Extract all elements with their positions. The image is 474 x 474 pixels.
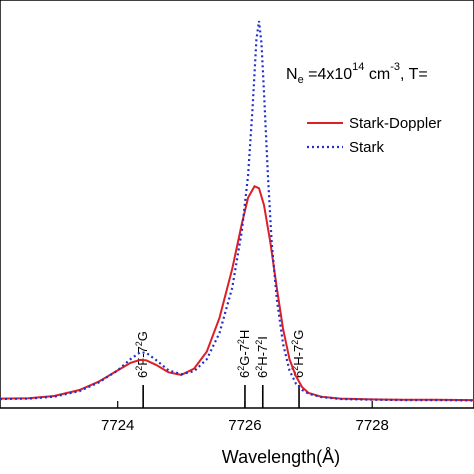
plot-frame [0, 0, 474, 409]
x-tick-label-7726: 7726 [228, 417, 261, 434]
marker-label-3: 62H-72G [290, 330, 306, 378]
legend-condition: Ne =4x1014 cm-3, T= [286, 61, 428, 86]
legend: Ne =4x1014 cm-3, T= Stark-Doppler Stark [286, 61, 442, 156]
marker-label-2: 62H-72I [254, 336, 270, 378]
legend-label-stark: Stark [349, 139, 385, 156]
legend-label-stark-doppler: Stark-Doppler [349, 115, 442, 132]
x-axis-title: Wavelength(Å) [222, 447, 340, 467]
x-tick-label-7728: 7728 [356, 417, 389, 434]
x-tick-labels: 7724 7726 7728 [101, 417, 389, 434]
x-tick-label-7724: 7724 [101, 417, 134, 434]
series-line-stark [0, 20, 474, 402]
series-lines [0, 20, 474, 402]
marker-label-1: 62G-72H [236, 330, 252, 378]
